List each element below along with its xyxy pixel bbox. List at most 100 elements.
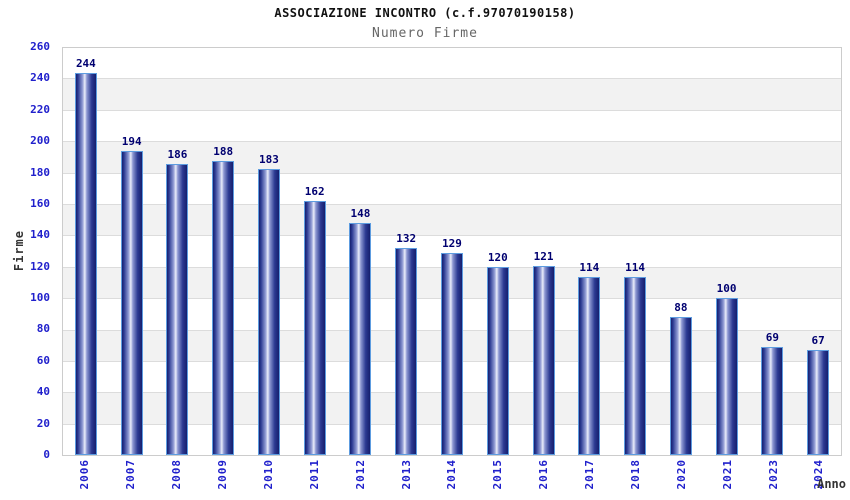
bar-slot: 194 xyxy=(109,48,155,455)
x-axis-title: Anno xyxy=(817,477,846,491)
y-axis: 0 20 40 60 80 100 120 140 160 180 200 220 240 260 xyxy=(0,40,50,461)
x-tick-slot: 2021 xyxy=(704,459,750,499)
bar-value-label: 120 xyxy=(487,251,508,265)
x-tick-label: 2010 xyxy=(261,459,275,490)
y-tick-label: 40 xyxy=(36,385,50,399)
x-tick-label: 2012 xyxy=(353,459,367,490)
bar-value-label: 132 xyxy=(396,232,417,246)
bar-slot: 186 xyxy=(155,48,201,455)
y-tick-label: 140 xyxy=(30,228,50,242)
grid-band xyxy=(63,173,841,205)
y-tick-label: 20 xyxy=(36,416,50,430)
bar xyxy=(257,168,280,455)
bar-slot: 244 xyxy=(63,48,109,455)
x-axis: 2006 2007 2008 2009 2010 2011 2012 2013 2014 2015… xyxy=(62,459,842,499)
bar xyxy=(441,253,463,455)
bar xyxy=(624,276,647,455)
bar-value-label: 188 xyxy=(213,144,234,158)
x-tick-label: 2008 xyxy=(170,459,184,490)
x-tick-slot: 2007 xyxy=(108,459,154,499)
bar-slot: 67 xyxy=(795,48,841,455)
y-tick-label: 260 xyxy=(30,40,50,53)
bar-slot: 162 xyxy=(292,48,338,455)
bar xyxy=(669,317,692,455)
x-tick-slot: 2015 xyxy=(475,459,521,499)
bar-slot: 69 xyxy=(749,48,795,455)
x-tick-label: 2015 xyxy=(491,459,505,490)
bar xyxy=(715,298,738,455)
bar-value-label: 100 xyxy=(716,282,737,296)
bar-slot: 121 xyxy=(521,48,567,455)
bar-slot: 129 xyxy=(429,48,475,455)
bar-slot: 100 xyxy=(704,48,750,455)
bar xyxy=(212,160,235,455)
plot-area: 244 194 186 188 183 162 148 132 129 120 121 114 114 8… xyxy=(62,47,842,456)
bar-value-label: 194 xyxy=(121,135,142,149)
bar xyxy=(74,73,97,455)
y-tick-label: 220 xyxy=(30,102,50,116)
bar-slot: 148 xyxy=(338,48,384,455)
bar-value-label: 148 xyxy=(350,207,371,221)
x-tick-slot: 2023 xyxy=(750,459,796,499)
chart-title: ASSOCIAZIONE INCONTRO (c.f.97070190158) xyxy=(274,6,576,20)
x-tick-label: 2016 xyxy=(537,459,551,490)
bar-value-label: 183 xyxy=(259,152,279,166)
bar xyxy=(486,267,509,455)
bar xyxy=(166,163,189,455)
bar-value-label: 186 xyxy=(167,147,188,161)
y-tick-label: 100 xyxy=(30,291,50,305)
bar xyxy=(349,223,372,455)
bar xyxy=(761,347,784,455)
bar xyxy=(807,350,830,455)
bar-slot: 120 xyxy=(475,48,521,455)
x-tick-slot: 2017 xyxy=(567,459,613,499)
grid-band xyxy=(63,48,841,80)
bar-value-label: 67 xyxy=(811,334,825,348)
grid-band xyxy=(63,142,841,174)
grid-band xyxy=(63,110,841,143)
bar-value-label: 121 xyxy=(533,249,554,263)
x-tick-label: 2021 xyxy=(720,459,734,490)
bar xyxy=(120,151,143,455)
x-tick-slot: 2018 xyxy=(613,459,659,499)
bar-value-label: 114 xyxy=(579,260,600,274)
chart-subtitle: Numero Firme xyxy=(372,26,478,41)
x-tick-label: 2007 xyxy=(124,459,138,490)
bar-slot: 183 xyxy=(246,48,292,455)
bar-slot: 88 xyxy=(658,48,704,455)
x-tick-slot: 2013 xyxy=(383,459,429,499)
x-tick-label: 2023 xyxy=(766,459,780,490)
bar-value-label: 162 xyxy=(304,185,325,199)
x-tick-slot: 2009 xyxy=(200,459,246,499)
x-tick-label: 2018 xyxy=(628,459,642,490)
x-tick-label: 2020 xyxy=(674,459,688,490)
y-tick-label: 240 xyxy=(30,71,50,85)
y-tick-label: 80 xyxy=(36,322,50,336)
bar-value-label: 129 xyxy=(442,237,462,251)
grid-band xyxy=(63,79,841,111)
bar-slot: 114 xyxy=(566,48,612,455)
bar-slot: 114 xyxy=(612,48,658,455)
bar-value-label: 244 xyxy=(75,57,96,71)
x-tick-slot: 2014 xyxy=(429,459,475,499)
x-tick-label: 2006 xyxy=(78,459,92,490)
grid-band xyxy=(63,204,841,237)
x-tick-label: 2013 xyxy=(399,459,413,490)
y-tick-label: 160 xyxy=(30,196,50,210)
bar-value-label: 69 xyxy=(765,331,779,344)
bar-value-label: 88 xyxy=(674,301,688,315)
y-tick-label: 200 xyxy=(30,134,50,148)
bar-slot: 188 xyxy=(200,48,246,455)
x-tick-slot: 2012 xyxy=(337,459,383,499)
x-tick-label: 2017 xyxy=(583,459,597,490)
x-tick-slot: 2008 xyxy=(154,459,200,499)
y-tick-label: 60 xyxy=(36,353,50,367)
x-tick-slot: 2016 xyxy=(521,459,567,499)
x-tick-slot: 2010 xyxy=(246,459,292,499)
bar xyxy=(578,276,601,455)
x-tick-label: 2014 xyxy=(445,459,459,490)
x-tick-label: 2009 xyxy=(216,459,230,490)
bar-slot: 132 xyxy=(383,48,429,455)
y-tick-label: 0 xyxy=(43,448,50,461)
